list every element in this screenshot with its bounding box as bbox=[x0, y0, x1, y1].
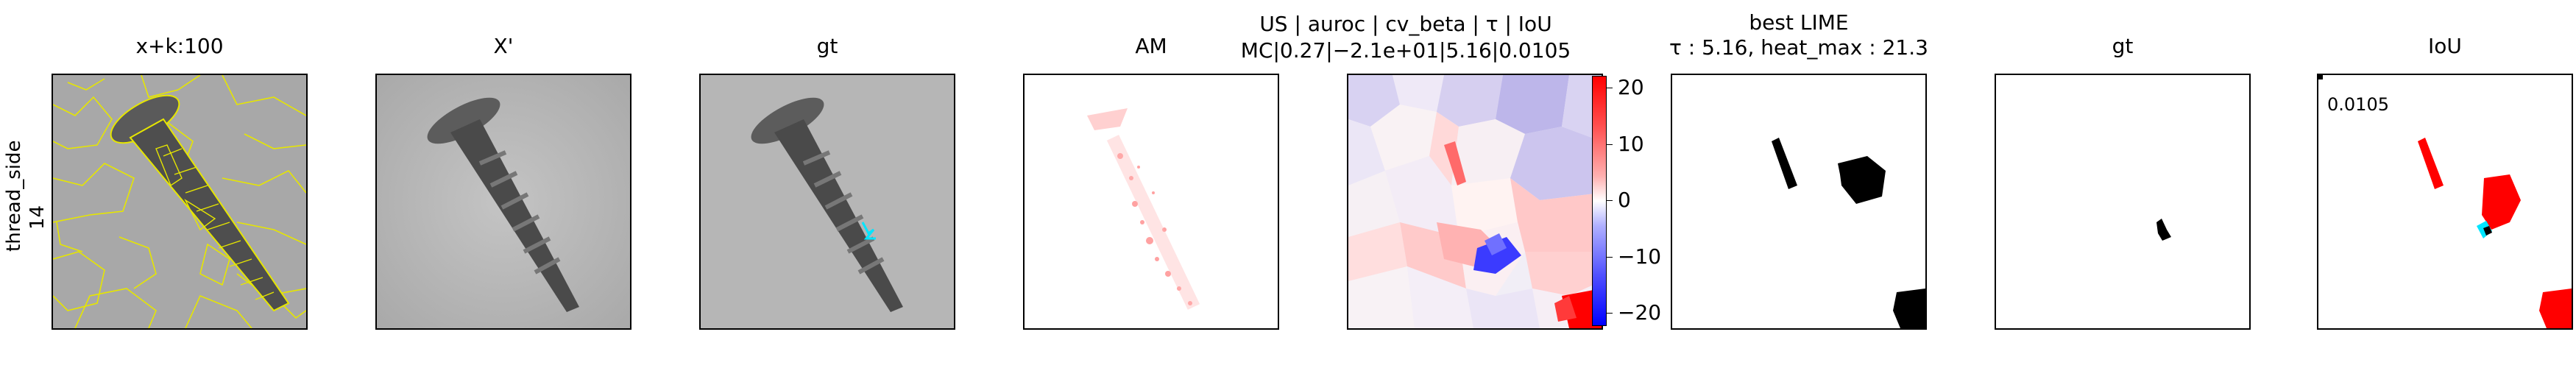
colorbar-tick-10 bbox=[1607, 144, 1613, 145]
ground-truth-mask bbox=[1995, 74, 2251, 330]
iou-value: 0.0105 bbox=[2327, 94, 2389, 115]
panel-5-title-line2: MC|0.27|−2.1e+01|5.16|0.0105 bbox=[1240, 38, 1571, 63]
row-label-line2: 14 bbox=[26, 205, 49, 230]
row-label-line1: thread_side bbox=[3, 140, 25, 252]
panel-2-title: X' bbox=[493, 34, 514, 58]
row-label: thread_side 14 bbox=[1, 141, 49, 287]
superpixel-overlay-image bbox=[52, 74, 308, 330]
panel-6-title-line2: τ : 5.16, heat_max : 21.3 bbox=[1669, 35, 1928, 60]
colorbar-label-neg20: −20 bbox=[1618, 300, 1662, 325]
panel-4-title: AM bbox=[1135, 34, 1167, 58]
anomaly-map-image bbox=[1023, 74, 1279, 330]
colorbar-label-neg10: −10 bbox=[1618, 244, 1662, 269]
panel-5-title-line1: US | auroc | cv_beta | τ | IoU bbox=[1259, 12, 1552, 36]
lime-superpixel-map bbox=[1347, 74, 1603, 330]
colorbar-tick-0 bbox=[1607, 200, 1613, 201]
colorbar-tick-neg10 bbox=[1607, 257, 1613, 258]
panel-3-title: gt bbox=[816, 34, 838, 58]
input-image bbox=[375, 74, 631, 330]
ground-truth-image bbox=[699, 74, 955, 330]
panel-1-title: x+k:100 bbox=[135, 34, 224, 58]
best-lime-mask bbox=[1671, 74, 1927, 330]
colorbar-tick-neg20 bbox=[1607, 313, 1613, 314]
iou-overlay: 0.0105 bbox=[2317, 74, 2573, 330]
colorbar-label-10: 10 bbox=[1618, 132, 1644, 156]
colorbar bbox=[1592, 76, 1607, 326]
panel-7-title: gt bbox=[2112, 34, 2134, 58]
colorbar-label-20: 20 bbox=[1618, 75, 1644, 99]
panel-6-title-line1: best LIME bbox=[1749, 10, 1849, 35]
panel-8-title: IoU bbox=[2428, 34, 2462, 58]
colorbar-label-0: 0 bbox=[1618, 188, 1631, 212]
